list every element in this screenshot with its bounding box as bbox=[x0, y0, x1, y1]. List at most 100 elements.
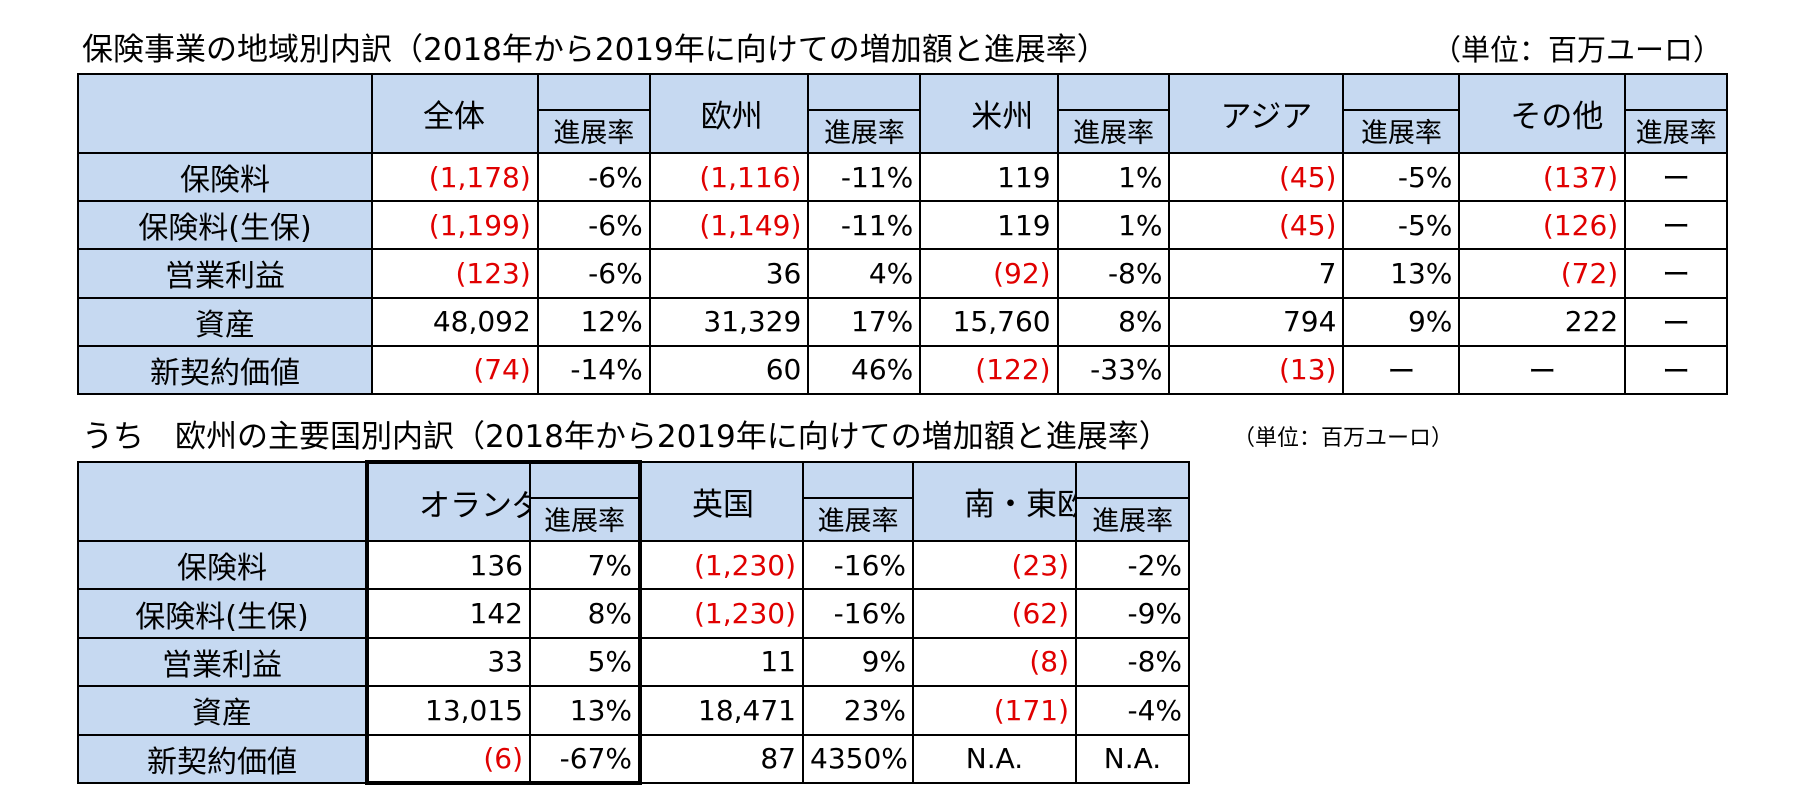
rate-cell: 12% bbox=[536, 296, 651, 347]
value-cell: (123) bbox=[370, 248, 539, 299]
rate-cell: ー bbox=[1624, 151, 1728, 203]
rate-header-top bbox=[1056, 73, 1171, 110]
value-cell: (92) bbox=[919, 248, 1059, 299]
row-label: 新契約価値 bbox=[77, 344, 373, 396]
table-row: 資産 48,092 12% 31,329 17% 15,760 8% 794 9% 222 ー bbox=[77, 296, 1728, 347]
rate-header-top bbox=[802, 461, 914, 498]
table-row: 新契約価値 (74) -14% 60 46% (122) -33% (13) ーーー bbox=[77, 344, 1728, 396]
row-label: 新契約価値 bbox=[77, 733, 368, 785]
corner-cell bbox=[77, 461, 368, 541]
rate-header-top bbox=[536, 73, 651, 110]
value-cell: (171) bbox=[912, 685, 1077, 736]
row-label: 保険料(生保) bbox=[77, 588, 368, 639]
value-cell: (1,230) bbox=[639, 588, 804, 639]
rate-cell: -14% bbox=[536, 344, 651, 396]
value-cell: (1,199) bbox=[370, 200, 539, 251]
rate-cell: -16% bbox=[802, 539, 914, 591]
row-label: 営業利益 bbox=[77, 636, 368, 688]
region-header: 米州 bbox=[919, 73, 1058, 153]
rate-header: 進展率 bbox=[1075, 497, 1190, 542]
value-cell: 119 bbox=[919, 151, 1059, 203]
rate-header-top bbox=[1075, 461, 1190, 498]
region-header: 英国 bbox=[639, 461, 803, 541]
table-row: 営業利益 (123) -6% 36 4% (92) -8% 7 13% (72) ー bbox=[77, 248, 1728, 299]
table1-unit: （単位：百万ユーロ） bbox=[1431, 33, 1722, 67]
header-row-rates: 進展率 進展率 進展率 bbox=[78, 497, 1190, 542]
header-row: 全体 欧州 米州 アジア その他 bbox=[77, 73, 1728, 153]
value-cell: 87 bbox=[639, 733, 804, 785]
rate-header: 進展率 bbox=[536, 109, 651, 154]
rate-cell: ー bbox=[1624, 296, 1728, 347]
value-cell: (1,116) bbox=[648, 151, 810, 203]
rate-cell: -8% bbox=[1056, 248, 1171, 299]
table2-title: うち 欧州の主要国別内訳（2018年から2019年に向けての増加額と進展率） bbox=[82, 419, 1170, 455]
rate-cell: 7% bbox=[529, 539, 642, 591]
value-cell: 36 bbox=[648, 248, 810, 299]
value-cell: 794 bbox=[1168, 296, 1345, 347]
table-row: 保険料 136 7% (1,230) -16% (23) -2% bbox=[77, 539, 1190, 591]
rate-cell: 1% bbox=[1056, 151, 1171, 203]
table-row: 新契約価値 (6) -67% 87 4350% N.A. N.A. bbox=[77, 733, 1190, 786]
value-cell: (137) bbox=[1458, 151, 1627, 203]
rate-cell: -4% bbox=[1075, 685, 1190, 736]
rate-cell: ー bbox=[1342, 344, 1461, 396]
value-cell: (126) bbox=[1458, 200, 1627, 251]
rate-header: 進展率 bbox=[807, 109, 922, 154]
rate-cell: -5% bbox=[1342, 151, 1461, 203]
value-cell: (122) bbox=[919, 344, 1059, 396]
rate-cell: 46% bbox=[807, 344, 922, 396]
value-cell: 18,471 bbox=[639, 685, 804, 736]
rate-cell: -16% bbox=[802, 588, 914, 639]
table-row: 保険料 (1,178) -6% (1,116) -11% 119 1% (45) -5% (137… bbox=[77, 151, 1728, 203]
rate-cell: -11% bbox=[807, 151, 922, 203]
rate-header-top bbox=[1342, 73, 1461, 110]
header-row: オランダ 英国 南・東欧 bbox=[77, 460, 1190, 541]
value-cell: 119 bbox=[919, 200, 1059, 251]
value-cell: N.A. bbox=[912, 733, 1077, 785]
value-cell: (23) bbox=[912, 539, 1077, 591]
europe-country-breakdown-table: オランダ英国南・東欧進展率進展率進展率保険料1367%(1,230)-16%(2… bbox=[77, 460, 1190, 786]
rate-cell: 4% bbox=[807, 248, 922, 299]
row-label: 保険料 bbox=[77, 151, 373, 203]
region-breakdown-table: 全体 欧州 米州 アジア その他 進展率 進展率 進展率 進展率 進展率 保険料 (1,178) -6%… bbox=[77, 73, 1728, 396]
table-row: 営業利益 33 5% 11 9% (8) -8% bbox=[77, 636, 1190, 688]
rate-cell: -6% bbox=[536, 151, 651, 203]
rate-cell: 9% bbox=[1342, 296, 1461, 347]
value-cell: 48,092 bbox=[370, 296, 539, 347]
value-cell: 136 bbox=[365, 539, 531, 591]
value-cell: (62) bbox=[912, 588, 1077, 639]
value-cell: 7 bbox=[1168, 248, 1345, 299]
value-cell: (45) bbox=[1168, 151, 1345, 203]
row-label: 保険料 bbox=[77, 539, 368, 591]
value-cell: 31,329 bbox=[648, 296, 810, 347]
table-row: 資産 13,015 13% 18,471 23% (171) -4% bbox=[77, 685, 1190, 736]
rate-cell: ー bbox=[1624, 344, 1728, 396]
row-label: 営業利益 bbox=[77, 248, 373, 299]
rate-cell: -6% bbox=[536, 200, 651, 251]
rate-header: 進展率 bbox=[1342, 109, 1461, 154]
region-header: 欧州 bbox=[648, 73, 809, 153]
row-label: 資産 bbox=[77, 296, 373, 347]
value-cell: 15,760 bbox=[919, 296, 1059, 347]
rate-cell: -11% bbox=[807, 200, 922, 251]
region-header: 全体 bbox=[370, 73, 538, 153]
region-header: アジア bbox=[1168, 73, 1344, 153]
value-cell: (72) bbox=[1458, 248, 1627, 299]
value-cell: 33 bbox=[365, 636, 531, 688]
value-cell: (1,230) bbox=[639, 539, 804, 591]
value-cell: (1,178) bbox=[370, 151, 539, 203]
row-label: 資産 bbox=[77, 685, 368, 736]
rate-cell: ー bbox=[1624, 200, 1728, 251]
rate-cell: 8% bbox=[1056, 296, 1171, 347]
rate-cell: -2% bbox=[1075, 539, 1190, 591]
rate-cell: 5% bbox=[529, 636, 642, 688]
value-cell: 142 bbox=[365, 588, 531, 639]
rate-cell: ー bbox=[1624, 248, 1728, 299]
rate-cell: 17% bbox=[807, 296, 922, 347]
rate-header: 進展率 bbox=[1624, 109, 1728, 154]
rate-cell: -5% bbox=[1342, 200, 1461, 251]
value-cell: (13) bbox=[1168, 344, 1345, 396]
value-cell: 13,015 bbox=[365, 685, 531, 736]
row-label: 保険料(生保) bbox=[77, 200, 373, 251]
value-cell: (45) bbox=[1168, 200, 1345, 251]
